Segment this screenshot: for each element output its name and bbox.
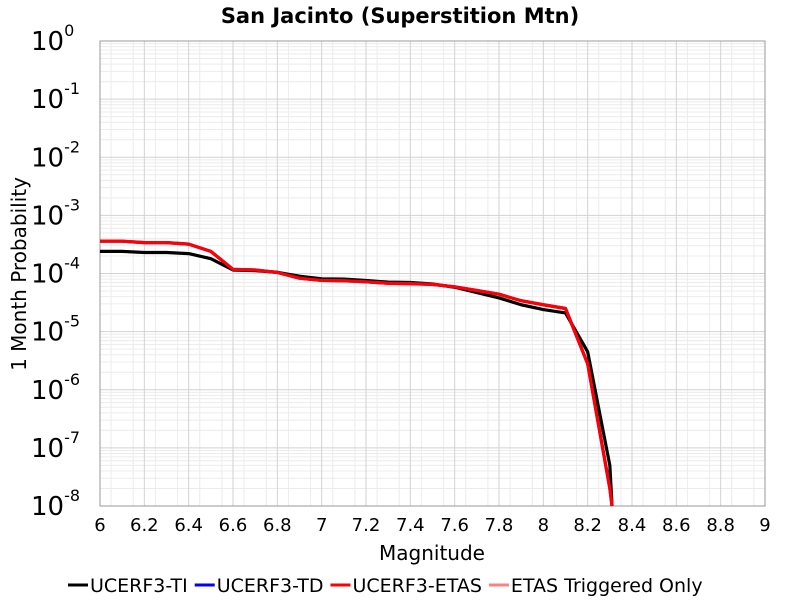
y-tick-exponent: -1 bbox=[64, 79, 80, 98]
x-tick-label: 8.6 bbox=[662, 515, 691, 536]
y-tick-label: 100 bbox=[31, 21, 74, 57]
x-tick-label: 6.4 bbox=[174, 515, 203, 536]
y-tick-exponent: -5 bbox=[64, 312, 80, 331]
series-lines bbox=[100, 239, 614, 507]
y-tick-exponent: 0 bbox=[64, 21, 74, 40]
legend-label: UCERF3-TI bbox=[90, 575, 188, 597]
y-tick-label: 10-8 bbox=[31, 486, 80, 522]
y-tick-label: 10-7 bbox=[31, 428, 80, 464]
y-tick-exponent: -2 bbox=[64, 137, 80, 156]
x-tick-label: 8.2 bbox=[573, 515, 602, 536]
y-tick-base: 10 bbox=[31, 27, 64, 57]
x-tick-label: 6 bbox=[94, 515, 105, 536]
y-tick-label: 10-2 bbox=[31, 137, 80, 173]
y-tick-label: 10-6 bbox=[31, 370, 80, 406]
y-tick-base: 10 bbox=[31, 492, 64, 522]
legend-label: UCERF3-ETAS bbox=[352, 575, 481, 597]
y-tick-label: 10-3 bbox=[31, 195, 80, 231]
y-tick-exponent: -3 bbox=[64, 195, 80, 214]
x-tick-label: 8 bbox=[538, 515, 549, 536]
chart-title: San Jacinto (Superstition Mtn) bbox=[221, 4, 579, 28]
x-tick-label: 8.8 bbox=[706, 515, 735, 536]
y-tick-base: 10 bbox=[31, 318, 64, 348]
x-tick-label: 7.4 bbox=[396, 515, 425, 536]
y-tick-base: 10 bbox=[31, 143, 64, 173]
y-tick-exponent: -4 bbox=[64, 254, 80, 273]
y-tick-base: 10 bbox=[31, 85, 64, 115]
x-tick-label: 7.8 bbox=[485, 515, 514, 536]
y-tick-base: 10 bbox=[31, 434, 64, 464]
y-tick-label: 10-5 bbox=[31, 312, 80, 348]
x-tick-label: 7.6 bbox=[440, 515, 469, 536]
y-tick-exponent: -7 bbox=[64, 428, 80, 447]
x-tick-label: 6.2 bbox=[130, 515, 159, 536]
y-tick-base: 10 bbox=[31, 201, 64, 231]
x-tick-label: 7 bbox=[316, 515, 327, 536]
plot-area bbox=[99, 40, 766, 507]
y-tick-label: 10-4 bbox=[31, 254, 80, 290]
x-tick-label: 8.4 bbox=[618, 515, 647, 536]
y-tick-base: 10 bbox=[31, 376, 64, 406]
legend-label: ETAS Triggered Only bbox=[511, 575, 703, 597]
series-line-2 bbox=[100, 239, 614, 507]
x-tick-label: 7.2 bbox=[352, 515, 381, 536]
series-line-0 bbox=[100, 249, 614, 507]
y-tick-exponent: -8 bbox=[64, 486, 80, 505]
y-tick-label: 10-1 bbox=[31, 79, 80, 115]
x-tick-label: 6.8 bbox=[263, 515, 292, 536]
y-tick-exponent: -6 bbox=[64, 370, 80, 389]
x-axis-title: Magnitude bbox=[379, 541, 485, 565]
y-axis-title: 1 Month Probability bbox=[7, 177, 31, 371]
legend: UCERF3-TI UCERF3-TD UCERF3-ETAS ETAS Trigge… bbox=[68, 575, 703, 597]
y-tick-base: 10 bbox=[31, 260, 64, 290]
x-tick-label: 6.6 bbox=[219, 515, 248, 536]
x-tick-label: 9 bbox=[759, 515, 770, 536]
x-axis-ticks: 6 6.2 6.4 6.6 6.8 7 7.2 7.4 7.6 7.8 8 8.2 8.4 8.6 8.8 9 bbox=[94, 515, 770, 536]
legend-label: UCERF3-TD bbox=[217, 575, 324, 597]
